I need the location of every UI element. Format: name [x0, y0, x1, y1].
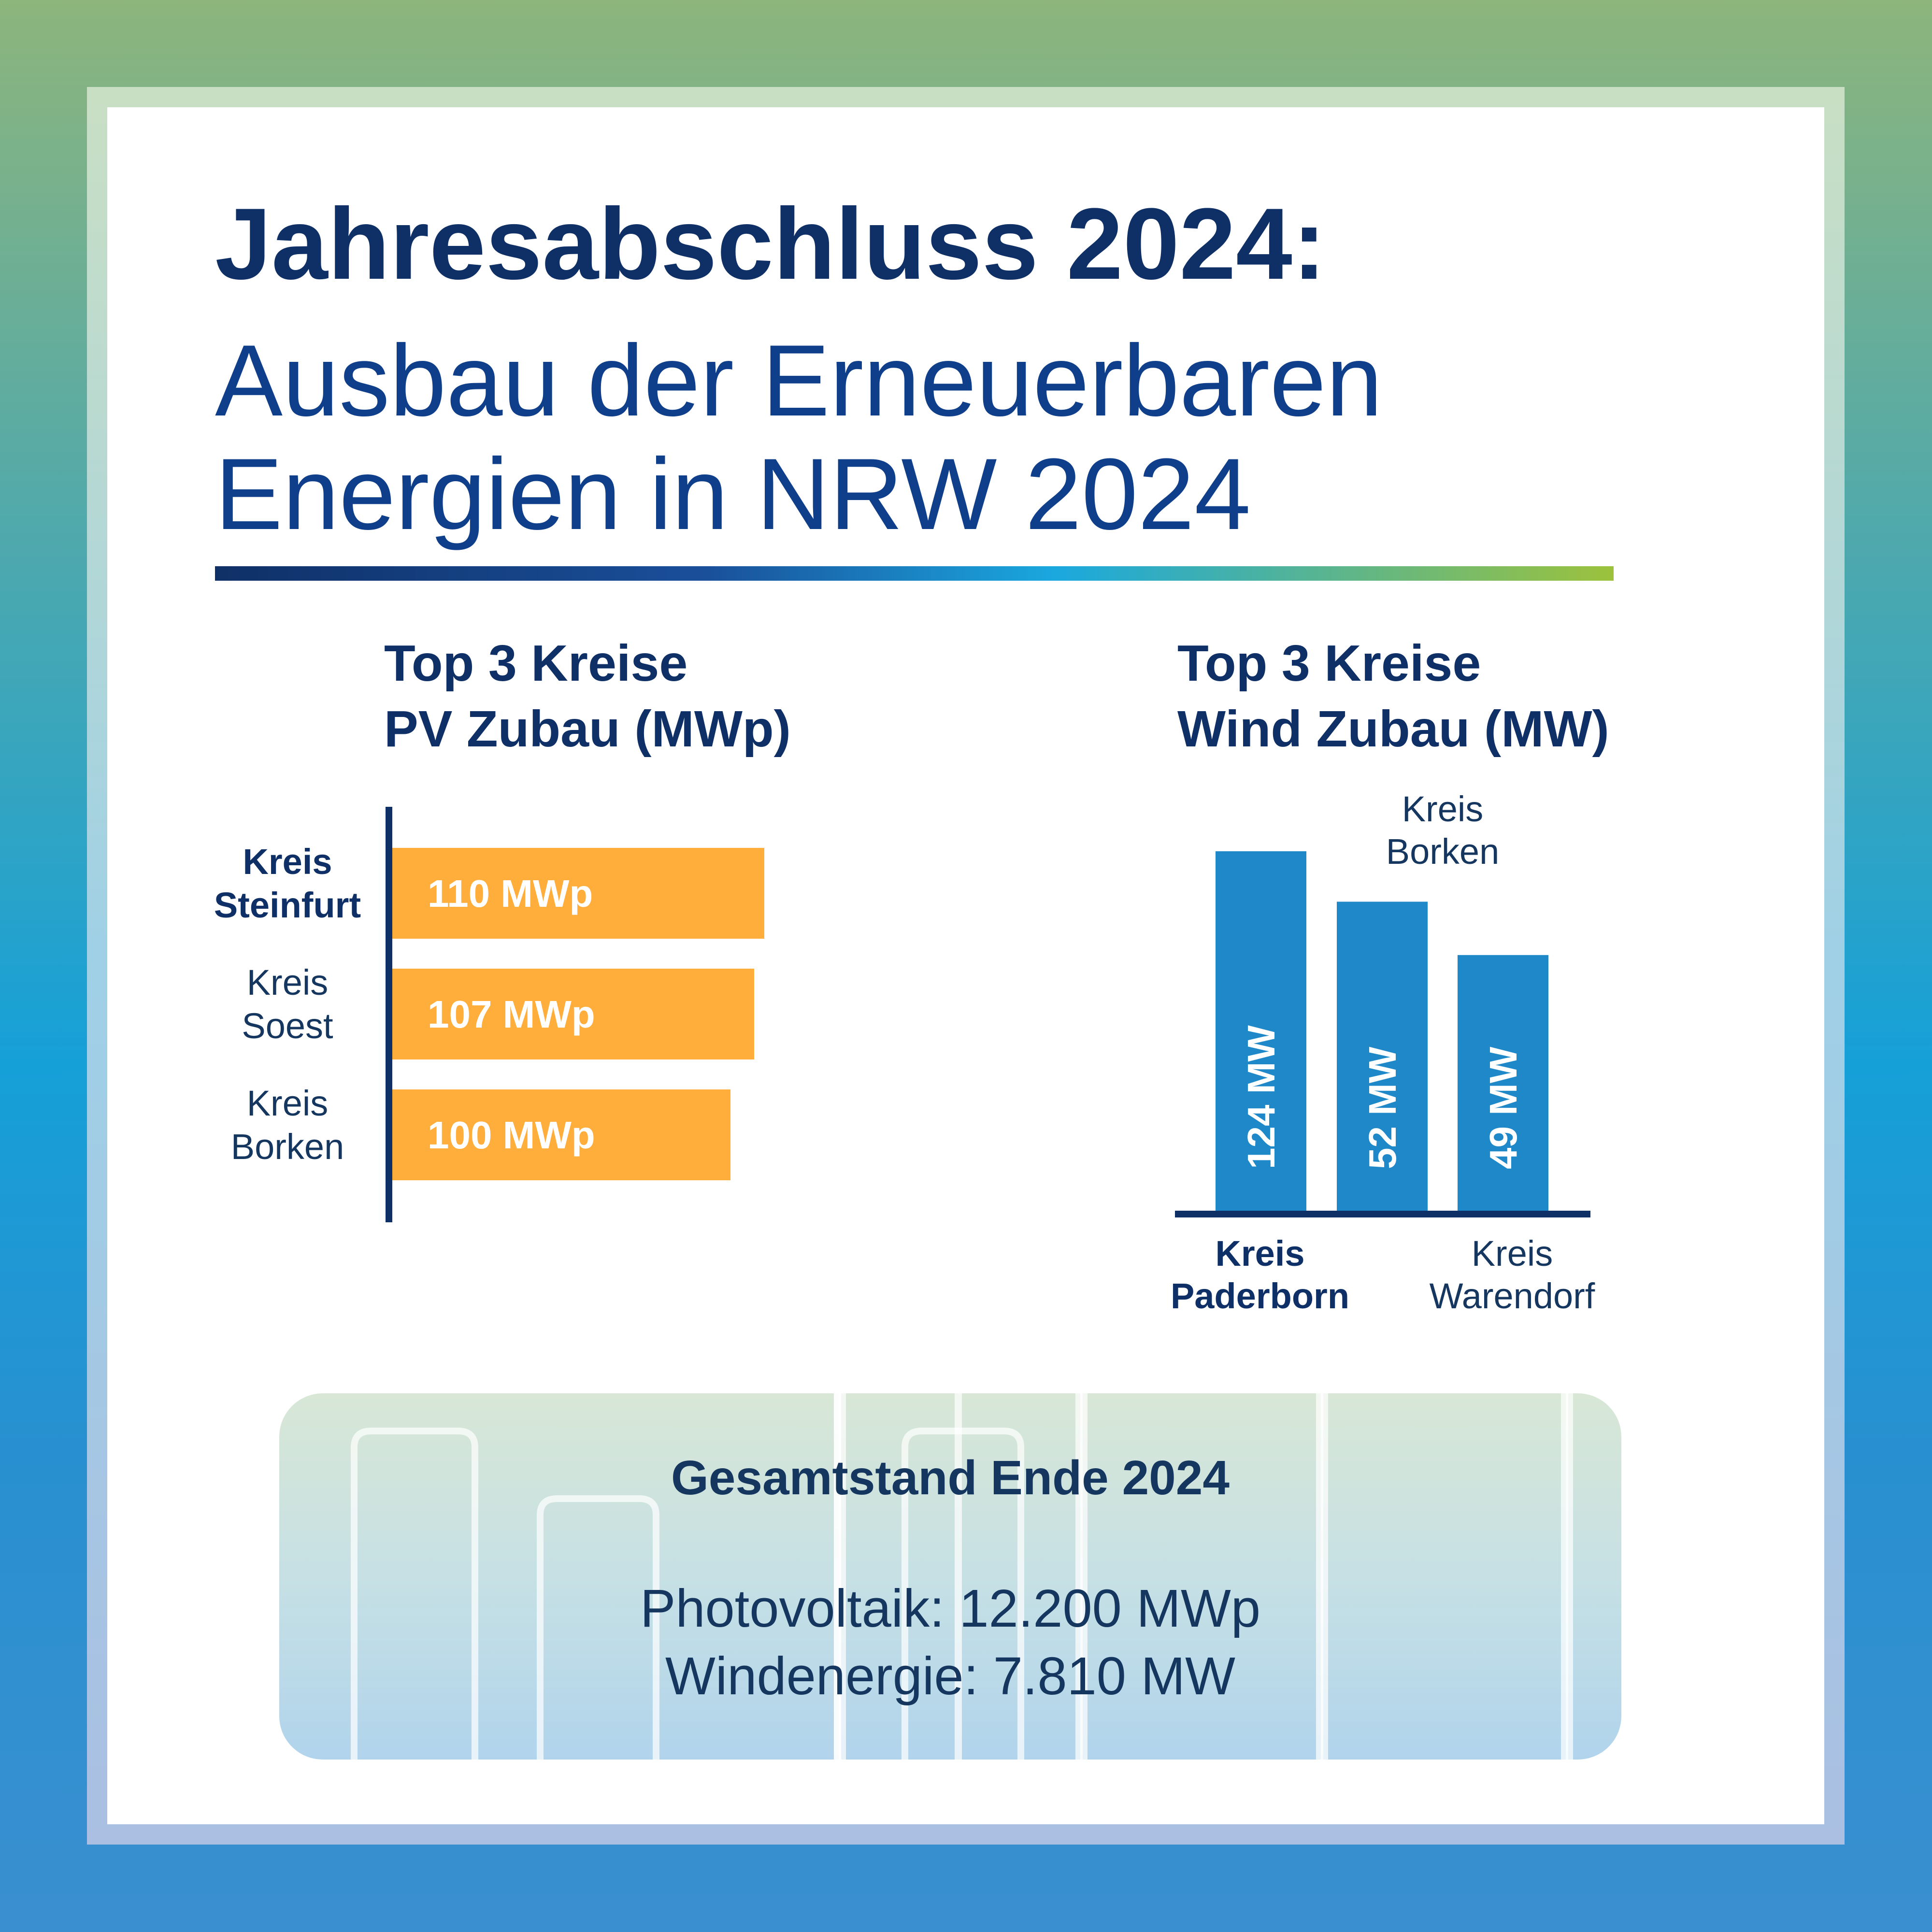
- wind-bar-value-label: 52 MW: [1361, 1046, 1404, 1169]
- page-title: Jahresabschluss 2024:: [215, 187, 1326, 301]
- summary-background-pattern: [351, 1393, 1573, 1760]
- summary-box: Gesamtstand Ende 2024 Photovoltaik: 12.2…: [279, 1393, 1621, 1760]
- pv-category-label: Soest: [242, 1006, 333, 1046]
- pv-bar: [392, 969, 754, 1059]
- wind-bar-value-label: 49 MW: [1482, 1046, 1525, 1169]
- wind-bar: [1216, 851, 1306, 1211]
- wind-category-label: Borken: [1386, 831, 1499, 872]
- wind-bar: [1337, 902, 1428, 1211]
- summary-wind-total: Windenergie: 7.810 MW: [665, 1646, 1235, 1706]
- wind-bar-value-label: 124 MW: [1240, 1025, 1283, 1169]
- wind-category-label: Kreis: [1402, 789, 1484, 829]
- pv-category-label: Kreis: [247, 962, 329, 1002]
- wind-category-label: Kreis: [1215, 1233, 1304, 1274]
- wind-bar: [1458, 955, 1548, 1211]
- wind-chart-heading: Top 3 Kreise Wind Zubau (MW): [1177, 631, 1609, 762]
- summary-pv-total: Photovoltaik: 12.200 MWp: [640, 1579, 1260, 1638]
- subtitle-line-2: Energien in NRW 2024: [215, 437, 1251, 551]
- pv-bar: [392, 1089, 730, 1180]
- pv-category-label: Steinfurt: [214, 885, 361, 925]
- wind-category-label: Warendorf: [1430, 1276, 1595, 1316]
- pv-bar: [392, 848, 764, 939]
- pv-heading-line-1: Top 3 Kreise: [384, 635, 688, 692]
- pv-category-label: Kreis: [243, 842, 332, 882]
- gradient-divider: [215, 566, 1614, 581]
- wind-category-label: Kreis: [1472, 1233, 1553, 1274]
- pv-heading-line-2: PV Zubau (MWp): [384, 700, 791, 758]
- page-subtitle: Ausbau der Erneuerbaren Energien in NRW …: [215, 324, 1383, 551]
- pv-bar-value-label: 100 MWp: [428, 1114, 595, 1157]
- subtitle-line-1: Ausbau der Erneuerbaren: [215, 324, 1383, 437]
- pv-bar-value-label: 110 MWp: [428, 872, 593, 915]
- wind-axis-line: [1175, 1211, 1590, 1217]
- summary-title: Gesamtstand Ende 2024: [671, 1451, 1230, 1505]
- pv-category-label: Kreis: [247, 1083, 329, 1123]
- pv-axis-line: [386, 807, 392, 1222]
- wind-heading-line-2: Wind Zubau (MW): [1177, 700, 1609, 758]
- wind-heading-line-1: Top 3 Kreise: [1177, 635, 1481, 692]
- pv-bar-value-label: 107 MWp: [428, 993, 595, 1036]
- pv-category-label: Borken: [231, 1127, 344, 1167]
- wind-category-label: Paderborn: [1171, 1276, 1349, 1316]
- pv-chart-heading: Top 3 Kreise PV Zubau (MWp): [384, 631, 791, 762]
